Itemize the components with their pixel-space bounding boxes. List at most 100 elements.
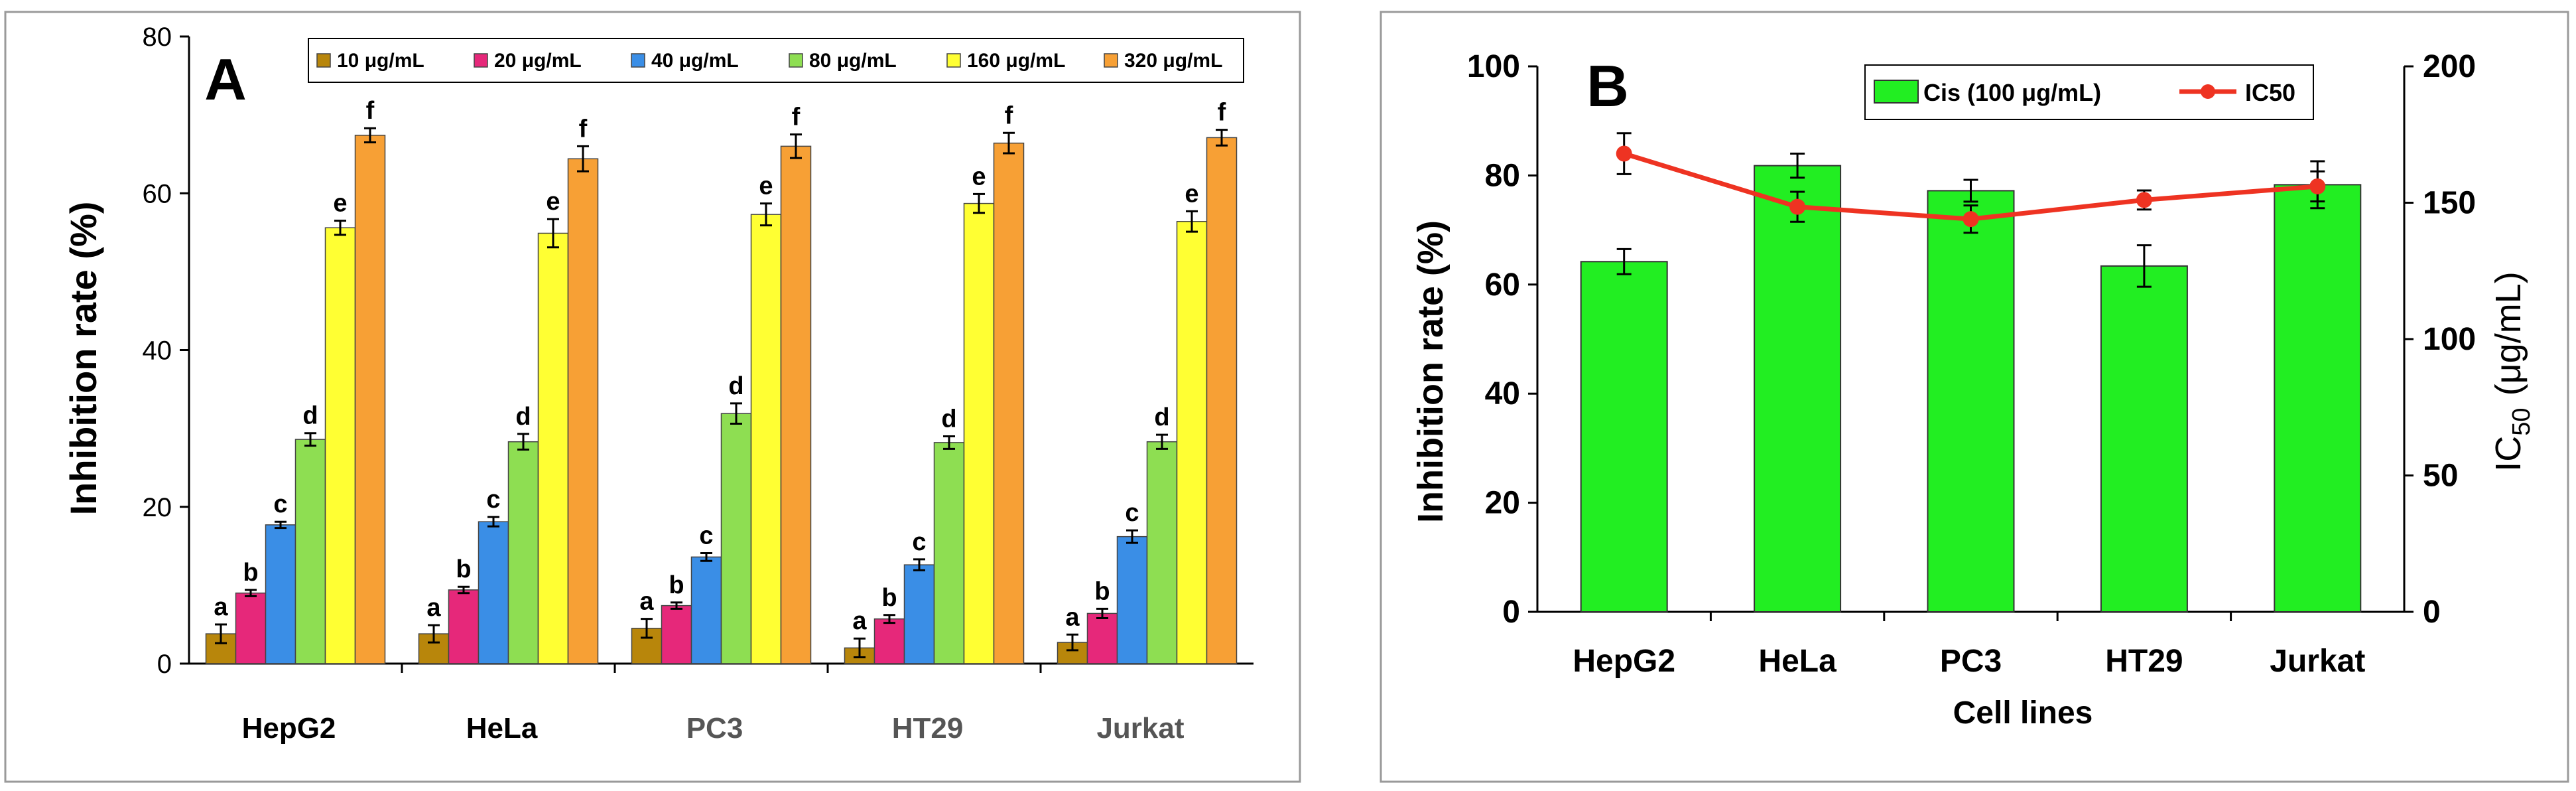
panel-a-bar [1146,441,1178,664]
panel-a-y-tick-label: 40 [143,336,172,366]
panel-a-bar [903,564,935,664]
panel-a-significance-letter: b [1094,577,1110,605]
panel-a-bar [537,232,569,664]
panel-b-legend: Cis (100 μg/mL) IC50 [1864,64,2314,120]
panel-a-legend-swatch [631,53,645,68]
panel-b-y-axis-label: Inhibition rate (%) [1411,220,1450,523]
panel-a-frame [4,11,1301,783]
panel-a-legend-swatch [316,53,331,68]
panel-a-legend-swatch [1104,53,1118,68]
panel-a-significance-letter: b [243,559,258,587]
y2-label-unit: (μg/mL) [2488,271,2528,396]
panel-a-legend-label: 40 μg/mL [651,50,739,72]
panel-b-legend-label-ic50: IC50 [2245,79,2295,106]
panel-a-legend-swatch [789,53,803,68]
panel-a-bar [993,142,1025,664]
panel-a-x-tick-label: PC3 [686,712,743,745]
panel-b-x-tick-label: HT29 [2105,644,2183,679]
panel-a-significance-letter: f [579,115,588,143]
panel-a-significance-letter: d [728,372,743,400]
panel-a-legend-label: 20 μg/mL [494,50,582,72]
panel-b-x-tick-labels: HepG2 HeLa PC3 HT29 Jurkat [1573,644,2365,679]
panel-a-y-tick-label: 80 [143,23,172,52]
panel-a-x-tick-label: HepG2 [242,712,336,745]
panel-a-bar [235,592,267,664]
panel-a-significance-letter: e [972,163,986,190]
panel-b-y2-tick-label: 50 [2423,459,2458,494]
panel-a-label: A [204,46,247,112]
panel-a-legend-label: 10 μg/mL [337,50,424,72]
panel-b-y-tick-label: 80 [1485,158,1520,193]
panel-a-significance-letter: f [1005,102,1013,129]
panel-a-significance-letter: a [852,607,867,635]
panel-a-significance-letter: f [792,104,801,131]
panel-a-bar [631,628,663,664]
panel-a-bar [933,442,965,664]
panel-a-significance-letter: a [214,593,228,621]
panel-a-legend-label: 80 μg/mL [809,50,897,72]
panel-a-bar [567,158,599,664]
panel-a-significance-letter: a [426,594,441,622]
panel-a-significance-letter: c [1125,499,1139,527]
panel-b-x-tick-label: Jurkat [2270,644,2365,679]
panel-a-significance-letter: c [912,528,926,556]
y2-label-sub: 50 [2508,407,2536,435]
panel-a-significance-letter: d [941,405,956,433]
panel-b-ic50-point [1616,145,1632,162]
y2-label-main: IC [2488,436,2528,472]
panel-a-significance-letter: b [881,584,897,612]
panel-b-y-tick-label: 20 [1485,486,1520,521]
panel-a-bar [873,618,905,664]
panel-a-significance-letter: b [456,555,471,583]
panel-a-bar [750,214,782,664]
panel-b-x-tick-label: HeLa [1758,644,1836,679]
panel-a-bar [1176,221,1208,664]
panel-a-bar [1116,536,1148,664]
panel-b-legend-label-cis: Cis (100 μg/mL) [1923,79,2101,106]
panel-b-ic50-point [2309,178,2326,194]
panel-b-y2-tick-label: 100 [2423,322,2476,357]
panel-a-bar [448,589,480,664]
panel-b-bar [2274,184,2362,612]
panel-b-x-tick-label: HepG2 [1573,644,1675,679]
panel-b-ic50-point [2136,192,2152,208]
panel-a-y-tick-label: 0 [157,650,172,679]
panel-a-bar [661,605,692,664]
panel-a-bar [720,413,752,664]
panel-a-bar [1206,137,1238,664]
panel-b-bar [2100,265,2188,612]
panel-a-legend: 10 μg/mL 20 μg/mL 40 μg/mL 80 μg/mL 160 μg/m… [308,38,1244,83]
panel-a-significance-letter: a [639,588,654,616]
panel-b-y2-tick-label: 150 [2423,186,2476,221]
panel-a-legend-box [308,38,1244,83]
panel-b-y2-tick-label: 0 [2423,595,2441,630]
panel-a-x-tick-label: Jurkat [1096,712,1184,745]
panel-b-y2-tick-label: 200 [2423,49,2476,84]
panel-b-y-tick-label: 40 [1485,376,1520,411]
panel-b-bar [1927,190,2015,612]
panel-a-x-tick-labels: HepG2 HeLa PC3 HT29 Jurkat [242,712,1185,745]
panel-a-bar [265,524,296,664]
panel-a-bar [1086,612,1118,664]
panel-a-significance-letter: e [1185,180,1198,208]
panel-b-legend-box [1864,64,2314,120]
panel-b-frame [1380,11,2569,783]
panel-b-bar [1754,165,1842,612]
panel-a-y-tick-label: 20 [143,493,172,522]
panel-a-significance-letter: d [302,402,318,430]
panel-a-significance-letter: e [333,190,347,218]
panel-a-bar [478,521,509,664]
panel-a-bar [205,633,237,664]
panel-b-ic50-line [1616,132,2326,234]
panel-b-ic50-point [1963,211,1979,228]
panel-a-legend-swatch [946,53,961,68]
panel-b-y-tick-label: 100 [1467,49,1520,84]
panel-a-bar [354,135,386,664]
panel-b-label: B [1586,53,1629,119]
panel-a-legend-label: 320 μg/mL [1124,50,1222,72]
panel-a-legend-swatch [474,53,488,68]
panel-a-significance-letter: e [759,173,773,200]
panel-b-axes: 0 20 40 60 80 100 0 50 100 150 200 [1467,49,2476,630]
